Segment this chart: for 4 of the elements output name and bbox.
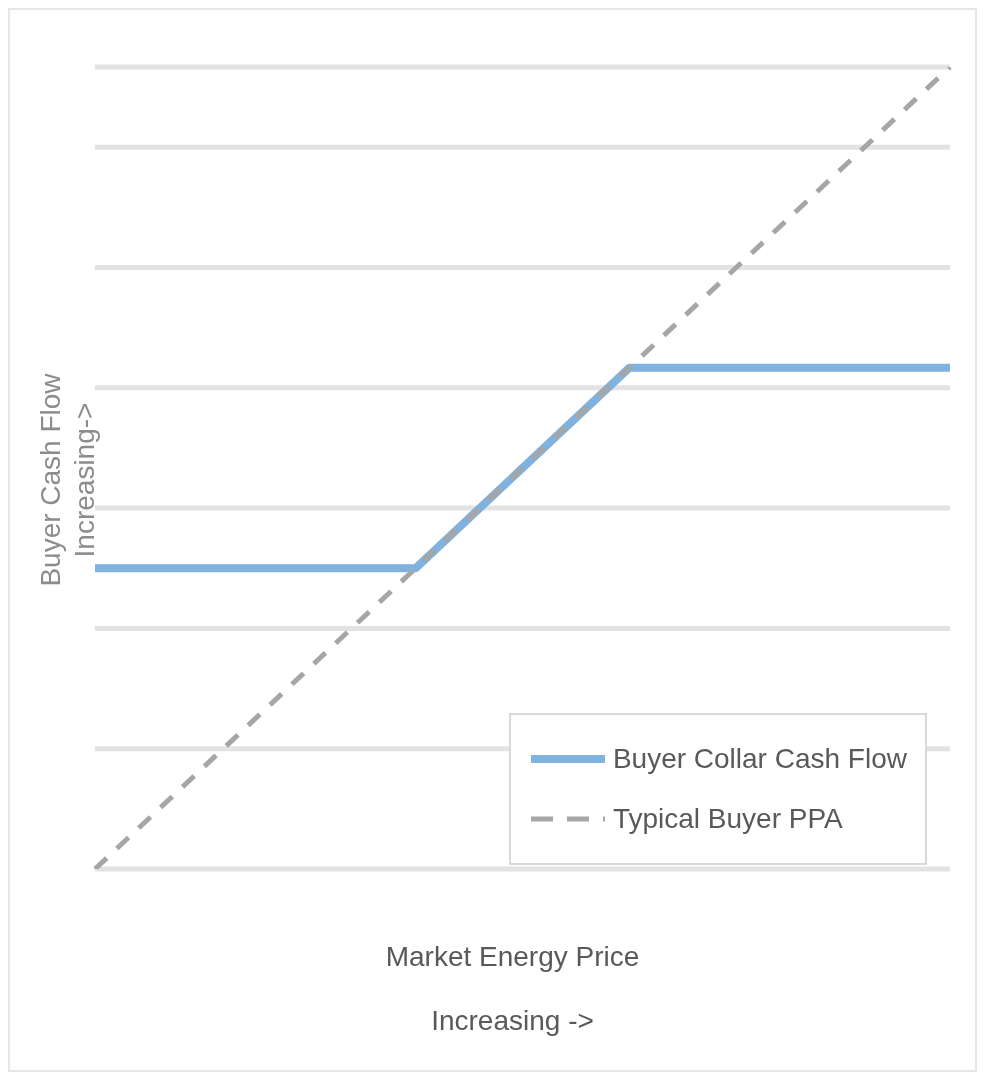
legend-label: Buyer Collar Cash Flow bbox=[612, 743, 907, 775]
x-axis-title: Market Energy Price Increasing -> bbox=[384, 940, 641, 1038]
y-axis-title: Buyer Cash Flow Increasing-> bbox=[34, 373, 101, 587]
legend-label: Typical Buyer PPA bbox=[612, 803, 843, 835]
